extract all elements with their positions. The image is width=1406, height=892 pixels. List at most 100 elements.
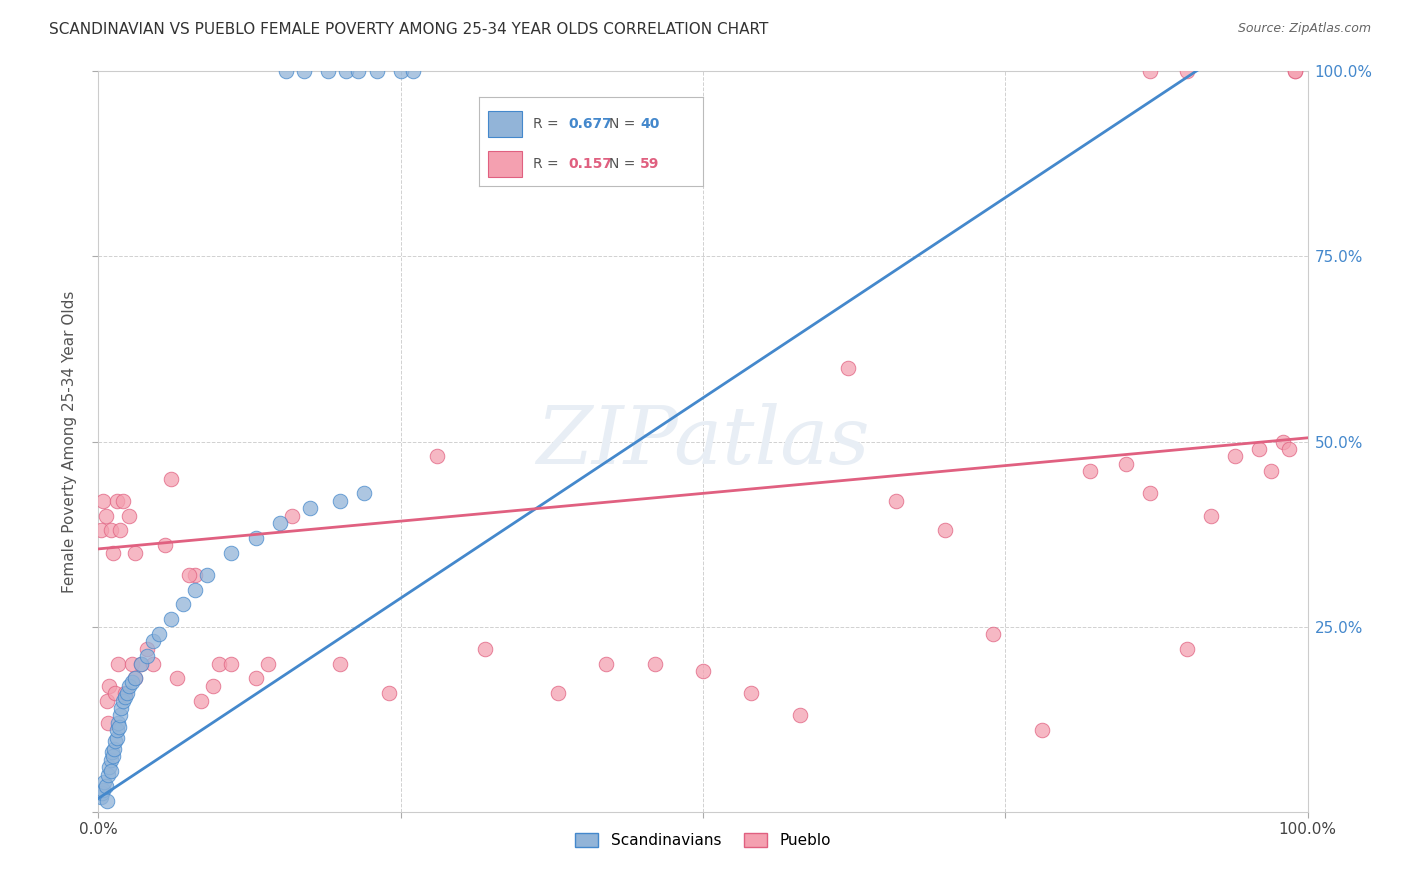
Point bbox=[124, 546, 146, 560]
Point bbox=[98, 760, 121, 774]
Point bbox=[135, 649, 157, 664]
Point bbox=[377, 686, 399, 700]
Point bbox=[108, 720, 131, 734]
Text: Source: ZipAtlas.com: Source: ZipAtlas.com bbox=[1237, 22, 1371, 36]
Point bbox=[353, 486, 375, 500]
Point bbox=[316, 64, 339, 78]
Point bbox=[1078, 464, 1101, 478]
Point bbox=[97, 715, 120, 730]
Point bbox=[1278, 442, 1301, 456]
Point bbox=[100, 764, 122, 778]
Point bbox=[121, 675, 143, 690]
Point bbox=[329, 657, 352, 671]
Point bbox=[1272, 434, 1295, 449]
Point bbox=[426, 450, 449, 464]
Point bbox=[107, 657, 129, 671]
Point bbox=[101, 749, 124, 764]
Point bbox=[1175, 641, 1198, 656]
Point bbox=[90, 789, 112, 804]
Point bbox=[1260, 464, 1282, 478]
Point bbox=[110, 701, 132, 715]
Point bbox=[402, 64, 425, 78]
Point bbox=[172, 598, 194, 612]
Point bbox=[166, 672, 188, 686]
Point bbox=[837, 360, 859, 375]
Point bbox=[104, 734, 127, 748]
Point bbox=[91, 786, 114, 800]
Point bbox=[981, 627, 1004, 641]
Point bbox=[195, 567, 218, 582]
Text: ZIPatlas: ZIPatlas bbox=[536, 403, 870, 480]
Text: SCANDINAVIAN VS PUEBLO FEMALE POVERTY AMONG 25-34 YEAR OLDS CORRELATION CHART: SCANDINAVIAN VS PUEBLO FEMALE POVERTY AM… bbox=[49, 22, 769, 37]
Point bbox=[97, 767, 120, 781]
Point bbox=[245, 672, 267, 686]
Point bbox=[692, 664, 714, 678]
Point bbox=[96, 794, 118, 808]
Y-axis label: Female Poverty Among 25-34 Year Olds: Female Poverty Among 25-34 Year Olds bbox=[62, 291, 77, 592]
Point bbox=[142, 634, 165, 648]
Point bbox=[547, 686, 569, 700]
Legend: Scandinavians, Pueblo: Scandinavians, Pueblo bbox=[568, 826, 838, 856]
Point bbox=[1115, 457, 1137, 471]
Point bbox=[118, 679, 141, 693]
Point bbox=[329, 493, 352, 508]
Point bbox=[124, 672, 146, 686]
Point bbox=[108, 524, 131, 538]
Point bbox=[129, 657, 152, 671]
Point bbox=[886, 493, 908, 508]
Point bbox=[256, 657, 278, 671]
Point bbox=[100, 746, 122, 760]
Point bbox=[90, 524, 112, 538]
Point bbox=[389, 64, 412, 78]
Point bbox=[105, 723, 128, 738]
Point bbox=[292, 64, 315, 78]
Point bbox=[274, 64, 297, 78]
Point bbox=[91, 782, 114, 797]
Point bbox=[366, 64, 388, 78]
Point bbox=[1139, 486, 1161, 500]
Point bbox=[101, 546, 124, 560]
Point bbox=[299, 501, 322, 516]
Point bbox=[129, 657, 152, 671]
Point bbox=[179, 567, 201, 582]
Point bbox=[111, 694, 134, 708]
Point bbox=[117, 686, 139, 700]
Point bbox=[789, 708, 811, 723]
Point bbox=[221, 657, 243, 671]
Point bbox=[1249, 442, 1271, 456]
Point bbox=[208, 657, 231, 671]
Point bbox=[160, 612, 183, 626]
Point bbox=[98, 679, 121, 693]
Point bbox=[148, 627, 170, 641]
Point bbox=[94, 508, 117, 523]
Point bbox=[105, 731, 128, 745]
Point bbox=[124, 672, 146, 686]
Point bbox=[281, 508, 304, 523]
Point bbox=[94, 779, 117, 793]
Point bbox=[135, 641, 157, 656]
Point bbox=[1223, 450, 1246, 464]
Point bbox=[114, 686, 136, 700]
Point bbox=[184, 582, 207, 597]
Point bbox=[142, 657, 165, 671]
Point bbox=[160, 471, 183, 485]
Point bbox=[100, 753, 122, 767]
Point bbox=[96, 694, 118, 708]
Point bbox=[335, 64, 357, 78]
Point bbox=[93, 775, 115, 789]
Point bbox=[1175, 64, 1198, 78]
Point bbox=[153, 538, 176, 552]
Point bbox=[934, 524, 956, 538]
Point bbox=[108, 708, 131, 723]
Point bbox=[184, 567, 207, 582]
Point bbox=[644, 657, 666, 671]
Point bbox=[1284, 64, 1306, 78]
Point bbox=[221, 546, 243, 560]
Point bbox=[1284, 64, 1306, 78]
Point bbox=[121, 657, 143, 671]
Point bbox=[104, 686, 127, 700]
Point bbox=[202, 679, 225, 693]
Point bbox=[103, 741, 125, 756]
Point bbox=[190, 694, 212, 708]
Point bbox=[111, 493, 134, 508]
